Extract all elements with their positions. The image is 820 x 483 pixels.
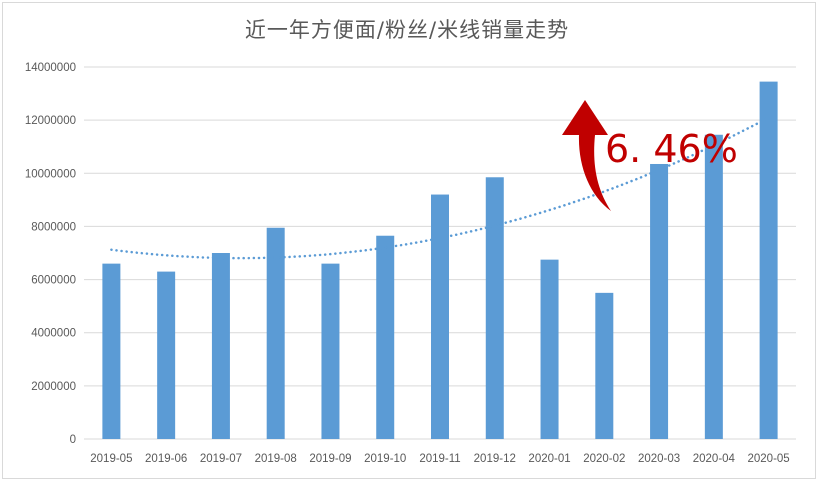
growth-annotation: 6. 46% [605, 127, 738, 171]
bar [431, 194, 449, 439]
bar [540, 259, 559, 439]
x-tick-label: 2020-02 [583, 453, 625, 465]
y-tick-label: 14000000 [25, 62, 76, 74]
bar [211, 253, 230, 439]
x-tick-label: 2020-04 [693, 453, 736, 465]
bar [595, 292, 614, 439]
x-tick-label: 2019-08 [255, 453, 297, 465]
x-tick-label: 2019-09 [309, 453, 351, 465]
y-tick-label: 8000000 [31, 221, 76, 233]
bar [157, 271, 176, 439]
y-tick-label: 12000000 [25, 115, 76, 127]
bar [376, 235, 395, 439]
x-tick-label: 2019-12 [474, 453, 516, 465]
chart-title: 近一年方便面/粉丝/米线销量走势 [244, 18, 570, 42]
x-tick-label: 2019-05 [90, 453, 132, 465]
x-tick-label: 2020-01 [528, 453, 570, 465]
x-tick-label: 2019-10 [364, 453, 406, 465]
bar [266, 227, 285, 439]
x-tick-label: 2019-07 [200, 453, 242, 465]
y-tick-label: 2000000 [31, 381, 76, 393]
x-tick-label: 2020-05 [748, 453, 790, 465]
y-tick-label: 4000000 [31, 328, 76, 340]
y-tick-label: 10000000 [25, 168, 76, 180]
y-tick-label: 6000000 [31, 275, 76, 287]
trend-line [110, 116, 770, 260]
bar [321, 263, 340, 439]
x-tick-label: 2020-03 [638, 453, 680, 465]
bar [704, 134, 723, 439]
up-arrow-annotation [562, 100, 611, 211]
y-tick-label: 0 [70, 434, 76, 446]
bar [102, 263, 121, 439]
bar [650, 163, 669, 439]
bar [485, 177, 504, 439]
bar [759, 81, 778, 439]
x-tick-label: 2019-11 [419, 453, 460, 465]
x-tick-label: 2019-06 [145, 453, 187, 465]
